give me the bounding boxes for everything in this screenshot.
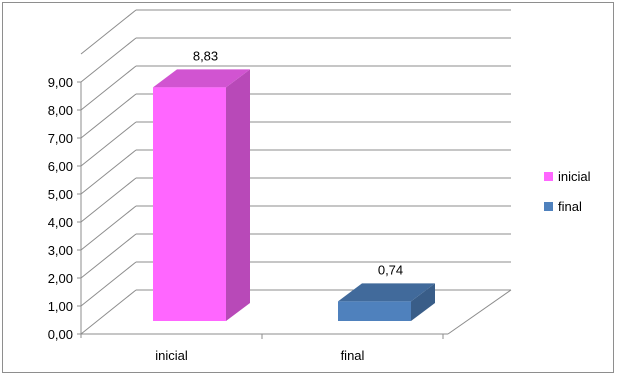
legend-swatch-final (544, 202, 553, 211)
side-wall-gridline (80, 65, 137, 111)
y-tick-label: 3,00 (48, 243, 73, 258)
side-wall-gridline (80, 149, 137, 195)
y-tick-label: 8,00 (48, 103, 73, 118)
y-tick-label: 4,00 (48, 215, 73, 230)
y-tick-label: 1,00 (48, 299, 73, 314)
side-wall-gridline (80, 205, 137, 251)
bar-side-final (411, 283, 435, 321)
data-label-final: 0,74 (378, 262, 403, 277)
side-wall-gridline (80, 9, 137, 55)
side-wall-gridline (80, 121, 137, 167)
legend-swatch-inicial (544, 172, 553, 181)
side-wall-gridline (80, 93, 137, 139)
legend-label-inicial: inicial (558, 169, 591, 184)
data-label-inicial: 8,83 (193, 48, 218, 63)
side-wall-gridline (80, 233, 137, 279)
y-tick-label: 9,00 (48, 75, 73, 90)
legend-label-final: final (558, 199, 582, 214)
bar-top-final (338, 283, 435, 302)
side-wall-gridline (80, 37, 137, 83)
y-tick-label: 6,00 (48, 159, 73, 174)
side-wall-gridline (80, 177, 137, 223)
bar-front-final (338, 301, 411, 321)
bar-top-inicial (153, 69, 250, 88)
bar-inicial (153, 69, 250, 321)
side-wall-gridline (80, 289, 137, 335)
bar-final (338, 283, 435, 321)
floor-right-edge (447, 289, 512, 335)
bar-front-inicial (153, 87, 226, 321)
chart-frame: 0,00 1,00 2,00 3,00 4,00 5,00 6,00 7,00 8,00 9,00… (2, 2, 614, 373)
y-tick-label: 2,00 (48, 271, 73, 286)
y-tick-label: 7,00 (48, 131, 73, 146)
bar-side-inicial (226, 69, 250, 321)
x-category-label: final (341, 348, 365, 363)
bar-chart: 0,00 1,00 2,00 3,00 4,00 5,00 6,00 7,00 8,00 9,00… (48, 9, 591, 363)
side-wall-gridline (80, 261, 137, 307)
y-tick-label: 5,00 (48, 187, 73, 202)
y-tick-label: 0,00 (48, 327, 73, 342)
x-category-label: inicial (155, 348, 188, 363)
